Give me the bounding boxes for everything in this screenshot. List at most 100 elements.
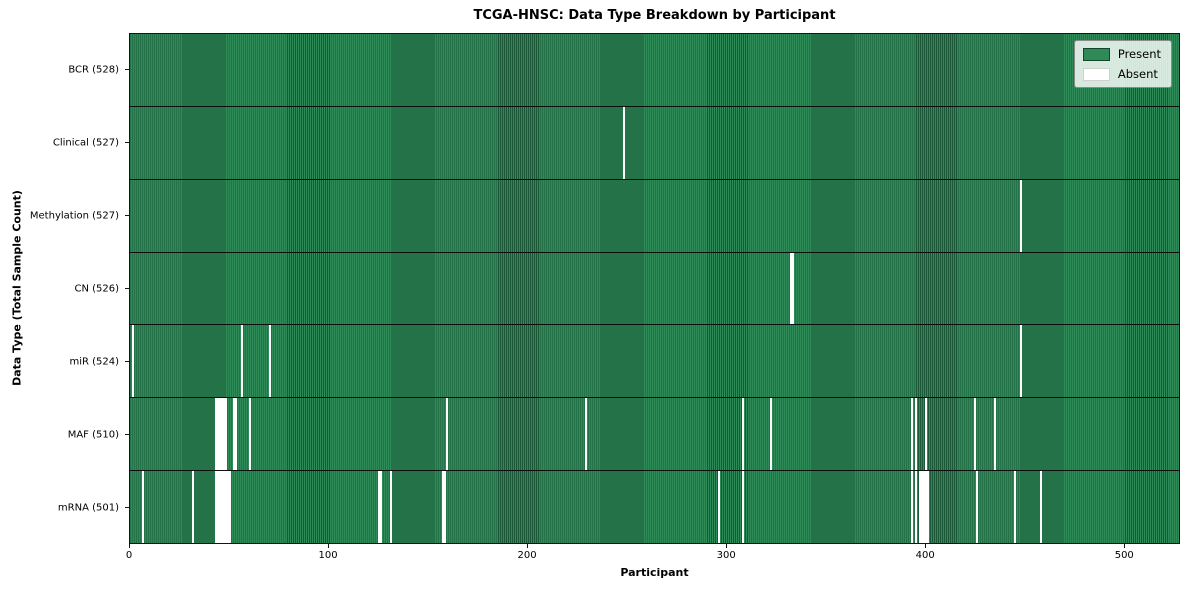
y-tick-label-mir: miR (524) — [69, 356, 119, 367]
y-tick-mark — [125, 507, 129, 508]
absent-gap — [914, 398, 917, 471]
absent-gap — [910, 398, 913, 471]
absent-gap — [233, 398, 236, 471]
x-tick-label-400: 400 — [915, 550, 935, 561]
x-tick-mark — [527, 544, 529, 548]
absent-gap — [926, 471, 929, 544]
absent-gap — [223, 398, 226, 471]
y-tick-mark — [125, 142, 129, 143]
legend-label-absent: Absent — [1117, 67, 1158, 81]
x-tick-mark — [925, 544, 927, 548]
absent-gap — [741, 471, 744, 544]
absent-gap — [221, 471, 224, 544]
absent-gap — [225, 398, 228, 471]
absent-gap — [217, 398, 220, 471]
absent-gap — [191, 471, 194, 544]
absent-gap — [1020, 325, 1023, 398]
y-tick-mark — [125, 68, 129, 70]
x-tick-mark — [328, 544, 330, 548]
absent-gap — [223, 471, 226, 544]
absent-gap — [219, 471, 222, 544]
absent-gap — [1039, 471, 1042, 544]
y-tick-mark — [125, 215, 129, 216]
absent-gap — [441, 471, 444, 544]
absent-gap — [914, 471, 917, 544]
absent-gap — [241, 325, 244, 398]
absent-gap — [235, 398, 238, 471]
y-tick-label-mrna: mRNA (501) — [57, 502, 119, 513]
x-tick-mark — [1124, 544, 1126, 548]
heat-row-bcr — [130, 34, 1179, 107]
legend: Present Absent — [1073, 40, 1172, 88]
absent-gap — [217, 471, 220, 544]
absent-gap — [994, 398, 997, 471]
x-axis-label: Participant — [620, 566, 689, 579]
absent-gap — [131, 325, 134, 398]
absent-gap — [1014, 471, 1017, 544]
x-tick-label-100: 100 — [318, 550, 338, 561]
absent-gap — [219, 398, 222, 471]
y-tick-label-bcr: BCR (528) — [68, 64, 119, 75]
absent-gap — [741, 398, 744, 471]
absent-gap — [378, 471, 381, 544]
absent-gap — [791, 252, 794, 325]
absent-gap — [910, 471, 913, 544]
heat-row-cn — [130, 252, 1179, 326]
absent-gap — [380, 471, 383, 544]
absent-gap — [269, 325, 272, 398]
absent-gap — [924, 471, 927, 544]
y-axis-tick-labels: BCR (528) Clinical (527) Methylation (527)… — [0, 33, 129, 544]
absent-gap — [974, 398, 977, 471]
absent-gap — [141, 471, 144, 544]
absent-gap — [229, 471, 232, 544]
legend-item-absent: Absent — [1082, 67, 1161, 81]
absent-gap — [622, 106, 625, 179]
chart-title: TCGA-HNSC: Data Type Breakdown by Partic… — [473, 8, 836, 23]
absent-gap — [227, 471, 230, 544]
absent-gap — [789, 252, 792, 325]
absent-gap — [976, 471, 979, 544]
y-tick-mark — [125, 288, 129, 289]
absent-gap — [215, 471, 218, 544]
x-tick-label-0: 0 — [125, 550, 133, 561]
y-tick-label-maf: MAF (510) — [67, 429, 119, 440]
absent-gap — [221, 398, 224, 471]
heat-row-mir — [130, 325, 1179, 399]
absent-gap — [215, 398, 218, 471]
x-tick-mark — [726, 544, 728, 548]
plot-area: Present Absent — [129, 33, 1180, 544]
heat-row-mrna — [130, 471, 1179, 544]
absent-gap — [390, 471, 393, 544]
legend-label-present: Present — [1117, 47, 1161, 61]
absent-gap — [718, 471, 721, 544]
absent-swatch-icon — [1082, 67, 1110, 81]
y-tick-mark — [125, 361, 129, 362]
y-tick-label-clinical: Clinical (527) — [52, 137, 119, 148]
absent-gap — [918, 471, 921, 544]
present-swatch-icon — [1082, 47, 1110, 61]
legend-item-present: Present — [1082, 47, 1161, 61]
y-tick-label-cn: CN (526) — [74, 283, 119, 294]
x-tick-label-500: 500 — [1114, 550, 1134, 561]
absent-gap — [445, 398, 448, 471]
x-axis-tick-labels: 0 100 200 300 400 500 — [125, 544, 1180, 564]
y-tick-label-methylation: Methylation (527) — [29, 210, 119, 221]
absent-gap — [920, 471, 923, 544]
absent-gap — [443, 471, 446, 544]
x-tick-label-200: 200 — [517, 550, 537, 561]
absent-gap — [769, 398, 772, 471]
y-tick-mark — [125, 434, 129, 435]
absent-gap — [225, 471, 228, 544]
absent-gap — [1020, 179, 1023, 252]
x-tick-mark — [129, 544, 130, 548]
heat-row-maf — [130, 398, 1179, 472]
absent-gap — [249, 398, 252, 471]
absent-gap — [584, 398, 587, 471]
heatmap-rows — [130, 34, 1179, 544]
absent-gap — [922, 471, 925, 544]
x-tick-label-300: 300 — [716, 550, 736, 561]
heat-row-clinical — [130, 106, 1179, 180]
absent-gap — [924, 398, 927, 471]
heat-row-methylation — [130, 179, 1179, 253]
